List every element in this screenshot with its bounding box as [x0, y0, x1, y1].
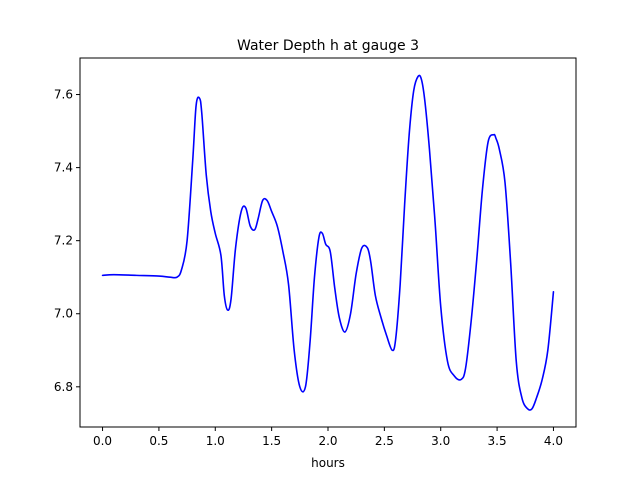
- x-tick-label: 3.5: [488, 434, 507, 448]
- axes-frame: [79, 57, 577, 428]
- x-axis-label: hours: [311, 456, 345, 470]
- x-tick-label: 2.0: [318, 434, 337, 448]
- x-tick-label: 0.5: [149, 434, 168, 448]
- y-tick-label: 6.8: [54, 380, 73, 394]
- x-tick-label: 1.5: [262, 434, 281, 448]
- chart-title: Water Depth h at gauge 3: [237, 38, 419, 54]
- y-tick-label: 7.2: [54, 234, 73, 248]
- x-tick-label: 0.0: [93, 434, 112, 448]
- plot-area: [101, 74, 555, 411]
- water-depth-line: [101, 74, 555, 411]
- x-tick-label: 4.0: [544, 434, 563, 448]
- y-tick-label: 7.0: [54, 307, 73, 321]
- x-tick-label: 2.5: [375, 434, 394, 448]
- x-axis-ticks: 0.0 0.5 1.0 1.5 2.0 2.5 3.0 3.5 4.0: [93, 427, 563, 448]
- y-axis-ticks: 6.8 7.0 7.2 7.4 7.6: [54, 88, 80, 394]
- x-tick-label: 1.0: [206, 434, 225, 448]
- y-tick-label: 7.4: [54, 161, 73, 175]
- y-tick-label: 7.6: [54, 88, 73, 102]
- x-tick-label: 3.0: [431, 434, 450, 448]
